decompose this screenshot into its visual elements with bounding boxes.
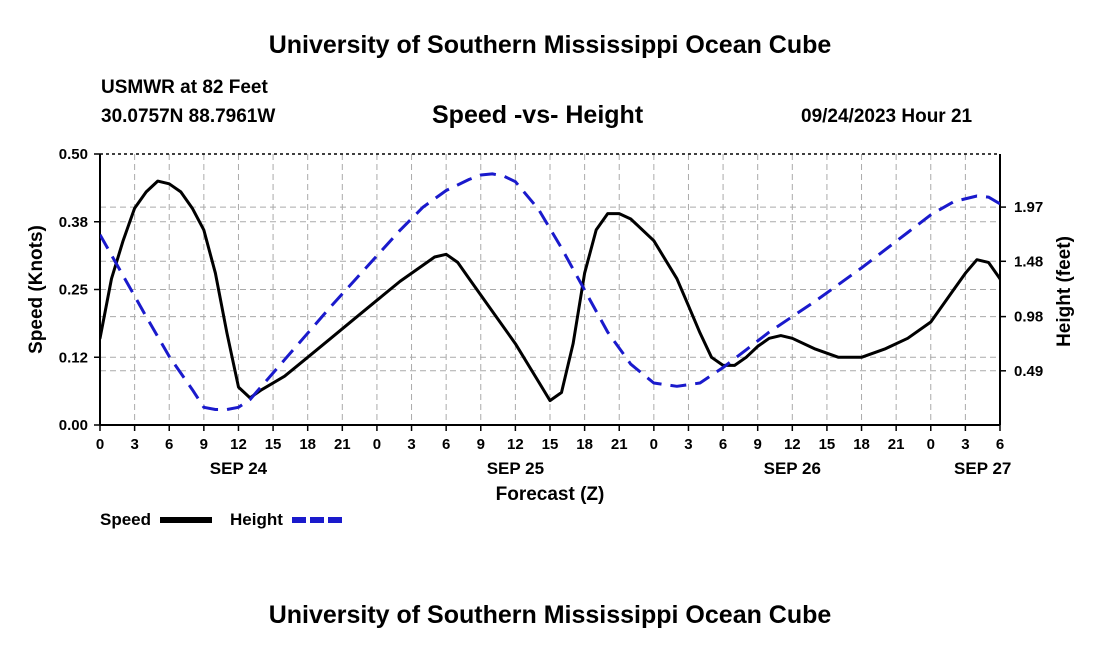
x-tick-label: 18 [576, 436, 593, 453]
x-axis-title: Forecast (Z) [496, 484, 605, 505]
station-label: USMWR at 82 Feet [101, 77, 268, 98]
y-tick-label: 0.25 [59, 282, 88, 299]
x-tick-label: 0 [96, 436, 104, 453]
x-tick-label: 21 [888, 436, 905, 453]
y2-tick-label: 0.49 [1014, 363, 1043, 380]
footer-title: University of Southern Mississippi Ocean… [268, 601, 832, 629]
main-title: University of Southern Mississippi Ocean… [268, 31, 832, 59]
x-tick-label: 9 [200, 436, 208, 453]
x-tick-label: 0 [650, 436, 658, 453]
x-tick-label: 12 [230, 436, 247, 453]
x-tick-label: 6 [165, 436, 173, 453]
x-tick-label: 6 [996, 436, 1004, 453]
legend-label: Height [230, 510, 283, 529]
speed-series-line [100, 179, 1000, 403]
x-tick-label: 15 [819, 436, 836, 453]
x-day-label: SEP 24 [210, 459, 268, 478]
x-day-label: SEP 25 [487, 459, 544, 478]
x-tick-label: 0 [927, 436, 935, 453]
y2-tick-label: 1.48 [1014, 253, 1043, 270]
x-tick-label: 15 [265, 436, 282, 453]
x-day-label: SEP 26 [764, 459, 821, 478]
x-tick-label: 9 [754, 436, 762, 453]
x-tick-label: 6 [719, 436, 727, 453]
x-tick-label: 18 [853, 436, 870, 453]
y-tick-label: 0.50 [59, 146, 88, 163]
x-tick-label: 6 [442, 436, 450, 453]
x-tick-label: 3 [407, 436, 415, 453]
y-tick-label: 0.12 [59, 349, 88, 366]
y2-tick-label: 1.97 [1014, 199, 1043, 216]
x-tick-label: 12 [784, 436, 801, 453]
x-tick-label: 15 [542, 436, 559, 453]
y2-axis-title: Height (feet) [1054, 236, 1075, 347]
x-tick-label: 3 [961, 436, 969, 453]
x-day-label: SEP 27 [954, 459, 1011, 478]
y-tick-label: 0.00 [59, 417, 88, 434]
x-tick-label: 0 [373, 436, 381, 453]
x-tick-label: 9 [477, 436, 485, 453]
x-tick-label: 3 [684, 436, 692, 453]
x-tick-label: 12 [507, 436, 524, 453]
forecast-datetime: 09/24/2023 Hour 21 [801, 106, 973, 127]
x-tick-label: 18 [299, 436, 316, 453]
chart-subtitle: Speed -vs- Height [432, 101, 644, 129]
x-tick-label: 21 [611, 436, 628, 453]
station-coordinates: 30.0757N 88.7961W [101, 106, 276, 127]
legend-label: Speed [100, 510, 151, 529]
x-tick-label: 21 [334, 436, 351, 453]
y-axis-title: Speed (Knots) [26, 225, 47, 354]
y-tick-label: 0.38 [59, 214, 88, 231]
x-tick-label: 3 [130, 436, 138, 453]
height-series-line [100, 172, 1000, 411]
y2-tick-label: 0.98 [1014, 309, 1043, 326]
